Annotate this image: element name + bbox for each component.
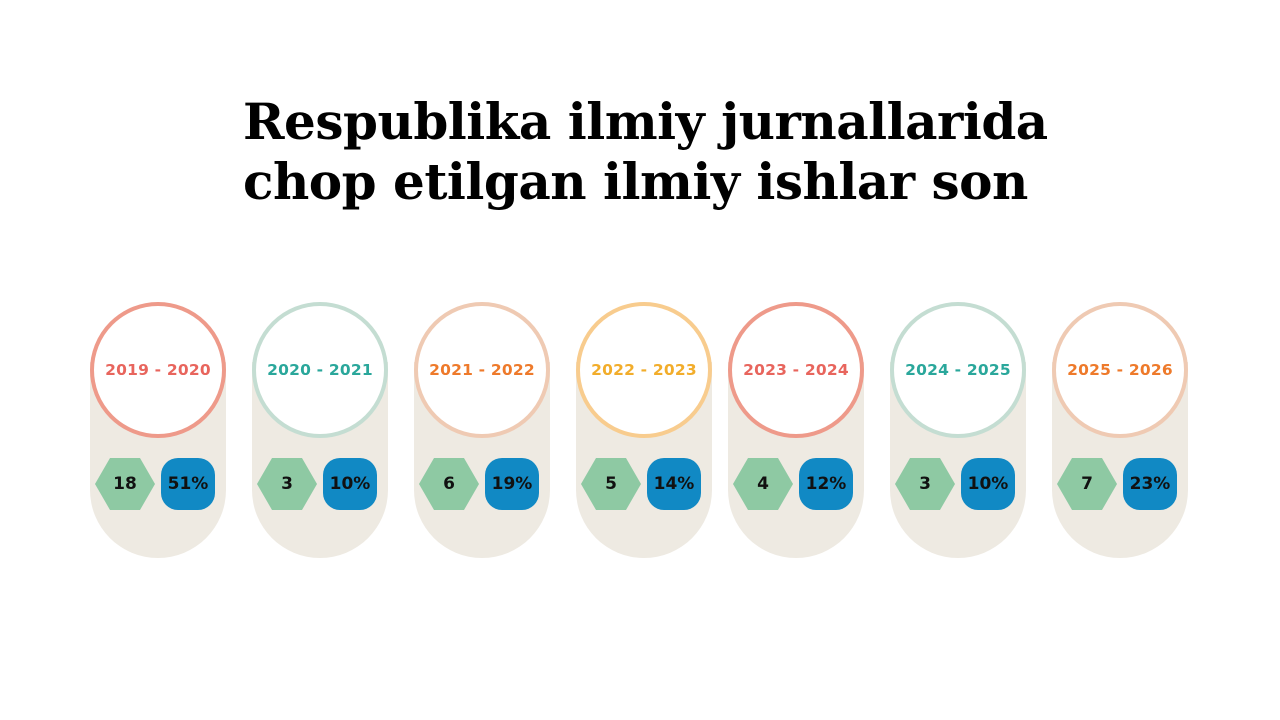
year-circle: 2023 - 2024 [728,302,864,438]
period-card-2025-2026: 2025 - 2026 7 23% [1050,300,1190,560]
year-circle: 2024 - 2025 [890,302,1026,438]
period-card-2020-2021: 2020 - 2021 3 10% [250,300,390,560]
percent-badge: 12% [799,458,853,510]
percent-badge: 51% [161,458,215,510]
period-card-2022-2023: 2022 - 2023 5 14% [574,300,714,560]
period-card-2024-2025: 2024 - 2025 3 10% [888,300,1028,560]
year-circle: 2025 - 2026 [1052,302,1188,438]
year-label: 2020 - 2021 [267,361,373,379]
year-label: 2024 - 2025 [905,361,1011,379]
year-label: 2023 - 2024 [743,361,849,379]
year-label: 2019 - 2020 [105,361,211,379]
year-circle: 2022 - 2023 [576,302,712,438]
percent-badge: 19% [485,458,539,510]
year-label: 2022 - 2023 [591,361,697,379]
period-card-2021-2022: 2021 - 2022 6 19% [412,300,552,560]
year-circle: 2019 - 2020 [90,302,226,438]
period-card-2019-2020: 2019 - 2020 18 51% [88,300,228,560]
period-card-2023-2024: 2023 - 2024 4 12% [726,300,866,560]
year-circle: 2020 - 2021 [252,302,388,438]
year-circle: 2021 - 2022 [414,302,550,438]
percent-badge: 23% [1123,458,1177,510]
year-label: 2021 - 2022 [429,361,535,379]
percent-badge: 10% [961,458,1015,510]
year-label: 2025 - 2026 [1067,361,1173,379]
page-title: Respublika ilmiy jurnallarida chop etilg… [243,92,1048,211]
percent-badge: 14% [647,458,701,510]
percent-badge: 10% [323,458,377,510]
